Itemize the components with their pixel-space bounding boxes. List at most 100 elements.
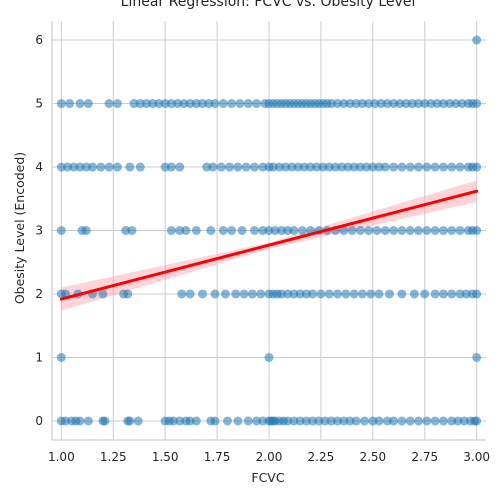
data-point (192, 226, 201, 235)
x-tick-label: 1.75 (204, 450, 231, 464)
data-point (316, 289, 325, 298)
data-point (414, 416, 423, 425)
data-point (217, 163, 226, 172)
data-point (472, 353, 481, 362)
data-point (364, 226, 373, 235)
data-point (439, 163, 448, 172)
data-point (57, 226, 66, 235)
data-point (244, 416, 253, 425)
data-point (420, 289, 429, 298)
data-point (389, 416, 398, 425)
y-tick-label: 4 (35, 160, 43, 174)
data-point (456, 163, 465, 172)
data-point (233, 163, 242, 172)
data-point (105, 99, 114, 108)
data-point (431, 289, 440, 298)
data-point (113, 163, 122, 172)
data-point (431, 416, 440, 425)
data-point (221, 289, 230, 298)
data-point (123, 289, 132, 298)
data-point (360, 416, 369, 425)
data-point (231, 289, 240, 298)
y-tick-label: 6 (35, 33, 43, 47)
data-point (397, 226, 406, 235)
data-point (439, 416, 448, 425)
data-point (227, 99, 236, 108)
data-point (252, 99, 261, 108)
data-point (431, 226, 440, 235)
data-point (57, 353, 66, 362)
data-point (100, 416, 109, 425)
data-point (167, 163, 176, 172)
data-point (414, 226, 423, 235)
data-point (57, 99, 66, 108)
data-point (219, 226, 228, 235)
data-point (88, 163, 97, 172)
data-point (206, 226, 215, 235)
data-point (406, 226, 415, 235)
data-point (414, 163, 423, 172)
data-point (265, 353, 274, 362)
data-point (84, 99, 93, 108)
data-point (198, 289, 207, 298)
data-point (233, 416, 242, 425)
data-point (472, 416, 481, 425)
data-point (76, 416, 85, 425)
data-point (175, 163, 184, 172)
data-point (186, 289, 195, 298)
data-point (366, 289, 375, 298)
data-point (372, 226, 381, 235)
data-point (439, 289, 448, 298)
data-point (125, 416, 134, 425)
data-point (397, 416, 406, 425)
y-tick-label: 3 (35, 224, 43, 238)
data-point (127, 226, 136, 235)
data-point (472, 226, 481, 235)
x-tick-label: 1.50 (152, 450, 179, 464)
data-point (98, 289, 107, 298)
data-point (208, 163, 217, 172)
x-tick-label: 1.25 (100, 450, 127, 464)
data-point (410, 289, 419, 298)
data-point (472, 36, 481, 45)
data-point (238, 226, 247, 235)
data-point (333, 289, 342, 298)
data-point (192, 416, 201, 425)
data-point (177, 289, 186, 298)
data-point (389, 163, 398, 172)
data-point (472, 289, 481, 298)
x-tick-label: 1.00 (48, 450, 75, 464)
data-point (389, 226, 398, 235)
data-point (211, 99, 220, 108)
data-point (65, 99, 74, 108)
data-point (406, 163, 415, 172)
x-tick-label: 2.50 (359, 450, 386, 464)
y-tick-labels: 0 1 2 3 4 5 6 (35, 33, 43, 428)
data-point (308, 289, 317, 298)
y-tick-label: 5 (35, 97, 43, 111)
data-point (447, 163, 456, 172)
data-point (82, 226, 91, 235)
data-point (250, 163, 259, 172)
data-point (235, 99, 244, 108)
data-point (219, 99, 228, 108)
data-point (431, 163, 440, 172)
data-point (356, 226, 365, 235)
y-tick-label: 2 (35, 287, 43, 301)
data-point (422, 226, 431, 235)
x-tick-label: 2.00 (256, 450, 283, 464)
data-point (350, 289, 359, 298)
data-point (125, 163, 134, 172)
data-point (422, 163, 431, 172)
data-point (248, 289, 257, 298)
data-point (447, 289, 456, 298)
data-point (211, 289, 220, 298)
data-point (256, 289, 265, 298)
data-point (397, 289, 406, 298)
data-point (136, 163, 145, 172)
y-axis-label: Obesity Level (Encoded) (12, 152, 27, 304)
x-tick-label: 2.75 (411, 450, 438, 464)
x-tick-label: 2.25 (308, 450, 335, 464)
data-point (225, 163, 234, 172)
